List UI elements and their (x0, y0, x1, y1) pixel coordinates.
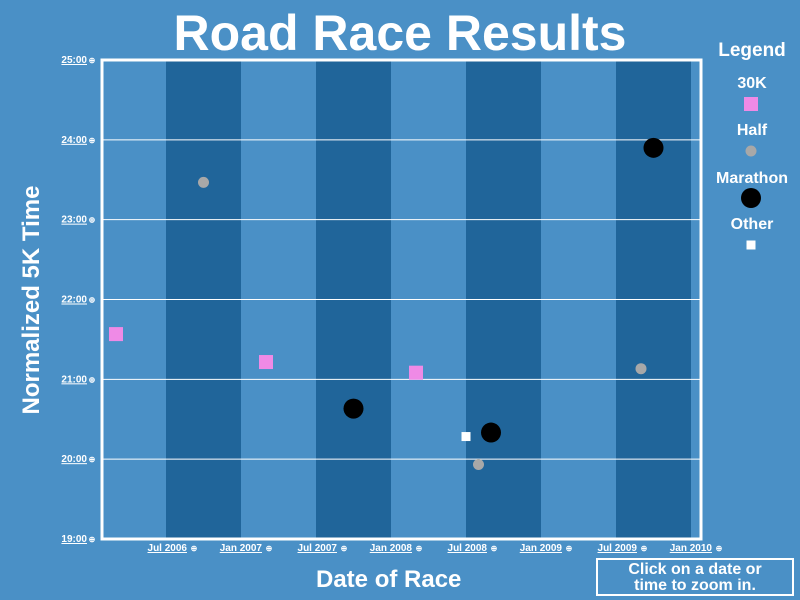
data-point-marathon (643, 137, 664, 158)
legend-marker-marathon (741, 188, 761, 208)
x-tick-label[interactable]: Jan 2008 (370, 543, 413, 554)
chart-title: Road Race Results (173, 5, 627, 61)
data-point-half (635, 363, 647, 375)
legend-marker-30k (744, 97, 758, 111)
data-point-other (461, 432, 471, 442)
zoom-icon[interactable]: ⊕ (89, 136, 96, 145)
x-tick-label[interactable]: Jul 2008 (448, 543, 488, 554)
x-tick-label[interactable]: Jan 2007 (220, 543, 263, 554)
y-tick-label[interactable]: 20:00 (61, 454, 87, 465)
data-point-30k (109, 327, 123, 342)
zoom-icon[interactable]: ⊕ (89, 375, 96, 384)
zoom-icon[interactable]: ⊕ (89, 296, 96, 305)
zoom-icon[interactable]: ⊕ (491, 544, 498, 553)
y-tick-label[interactable]: 21:00 (61, 374, 87, 385)
data-point-half (198, 176, 209, 188)
x-tick-label[interactable]: Jul 2009 (598, 543, 638, 554)
legend-marker-half (745, 145, 757, 157)
data-point-30k (259, 355, 273, 370)
zoom-hint-line-2: time to zoom in. (634, 577, 756, 594)
data-point-marathon (343, 398, 364, 419)
zoom-icon[interactable]: ⊕ (89, 535, 96, 544)
legend-label-other: Other (730, 216, 774, 233)
data-point-marathon (481, 422, 501, 443)
zoom-icon[interactable]: ⊕ (191, 544, 198, 553)
zoom-icon[interactable]: ⊕ (566, 544, 573, 553)
zoom-icon[interactable]: ⊕ (89, 56, 96, 65)
zoom-icon[interactable]: ⊕ (416, 544, 423, 553)
x-tick-label[interactable]: Jul 2007 (298, 543, 338, 554)
legend-title: Legend (718, 40, 786, 61)
zoom-icon[interactable]: ⊕ (89, 455, 96, 464)
zoom-icon[interactable]: ⊕ (716, 544, 723, 553)
legend-label-half: Half (736, 122, 768, 139)
zoom-hint-line-1: Click on a date or (628, 561, 762, 578)
y-tick-label[interactable]: 25:00 (61, 55, 87, 66)
legend-label-marathon: Marathon (716, 170, 788, 187)
x-axis-label: Date of Race (316, 566, 462, 593)
zoom-icon[interactable]: ⊕ (641, 544, 648, 553)
zoom-hint-box: Click on a date or time to zoom in. (596, 558, 794, 596)
x-tick-label[interactable]: Jul 2006 (148, 543, 188, 554)
y-tick-label[interactable]: 23:00 (61, 215, 87, 226)
legend-marker-other (746, 240, 756, 250)
data-point-30k (409, 365, 423, 380)
legend-label-30k: 30K (737, 75, 767, 92)
zoom-icon[interactable]: ⊕ (89, 216, 96, 225)
data-point-half (473, 458, 484, 470)
zoom-icon[interactable]: ⊕ (266, 544, 273, 553)
plot-frame (100, 58, 703, 541)
zoom-icon[interactable]: ⊕ (341, 544, 348, 553)
y-tick-label[interactable]: 19:00 (61, 534, 87, 545)
x-tick-label[interactable]: Jan 2009 (520, 543, 563, 554)
y-tick-label[interactable]: 22:00 (61, 295, 87, 306)
x-tick-label[interactable]: Jan 2010 (670, 543, 713, 554)
y-tick-label[interactable]: 24:00 (61, 135, 87, 146)
